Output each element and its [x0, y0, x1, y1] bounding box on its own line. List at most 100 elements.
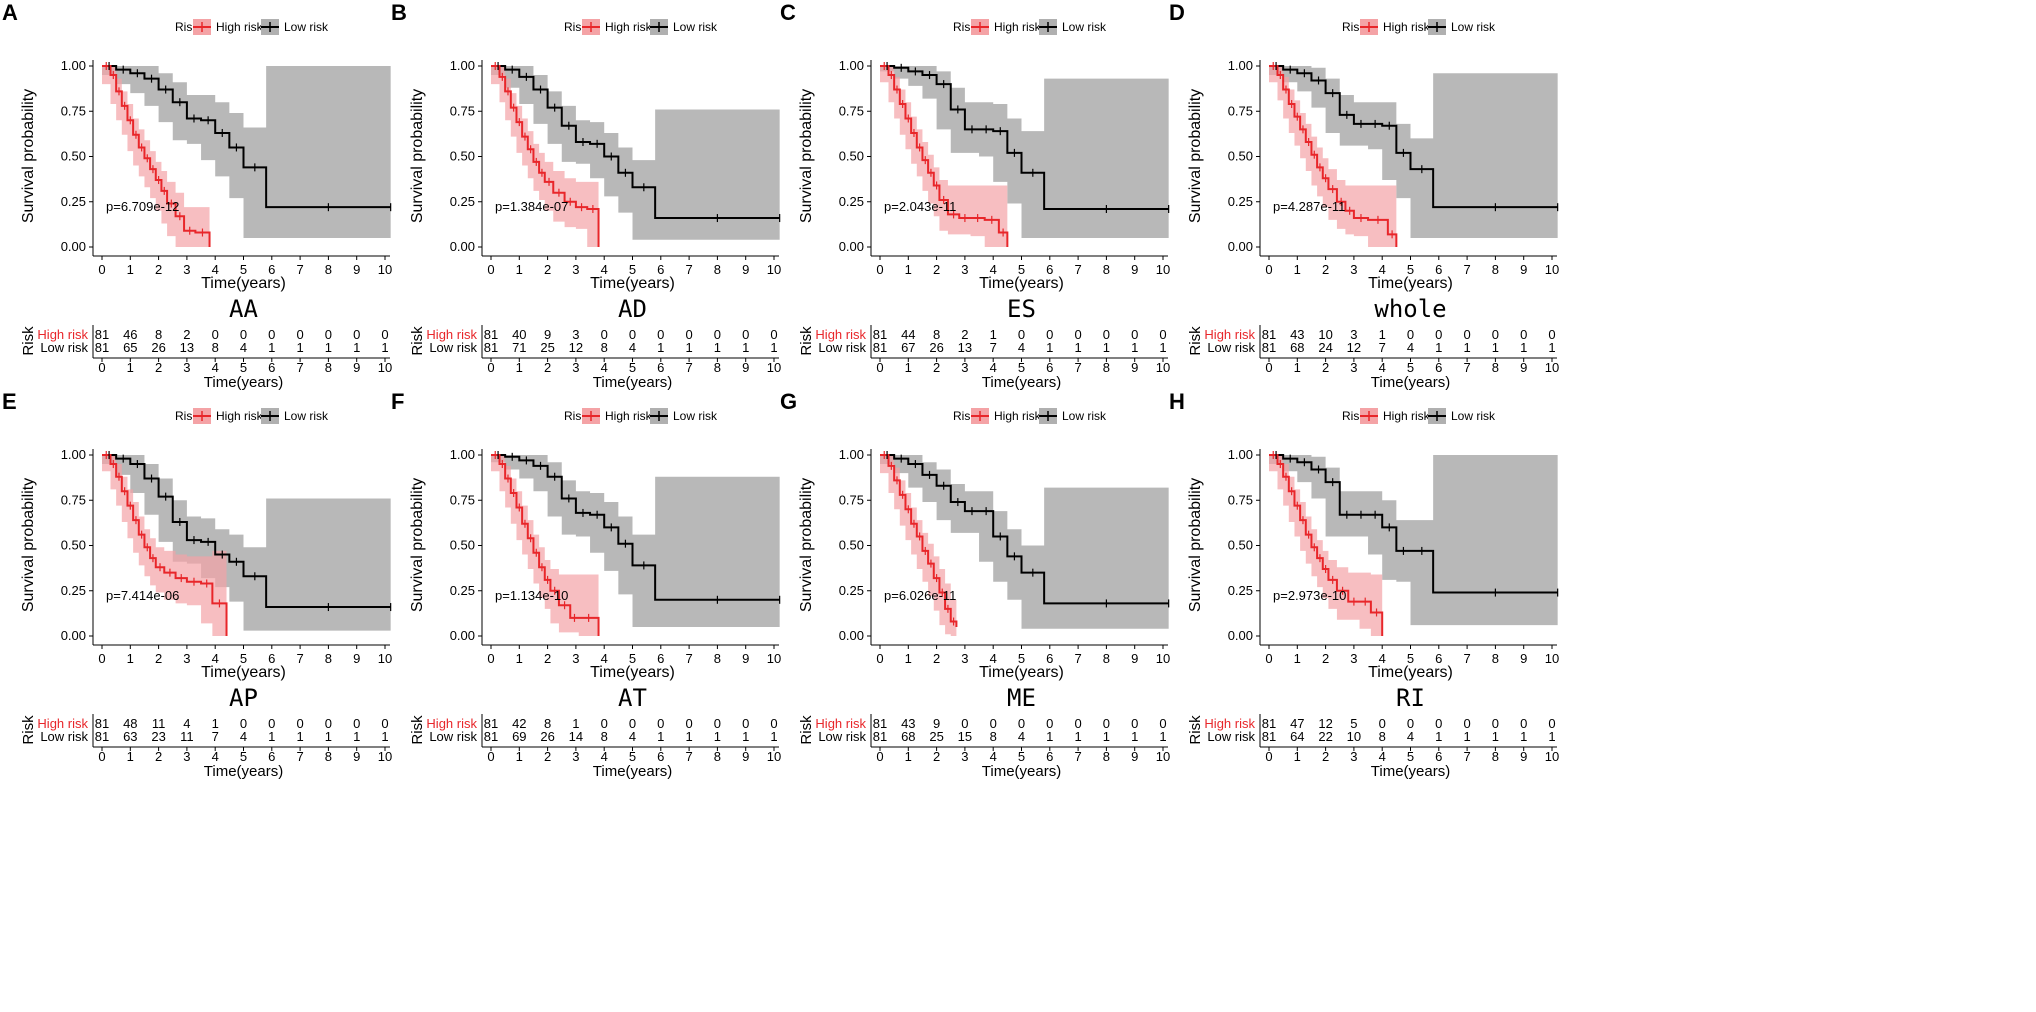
risk-table-x-tick-label: 1: [1294, 749, 1301, 764]
risk-count-high: 81: [95, 716, 109, 731]
y-axis-label: Survival probability: [1187, 478, 1204, 612]
risk-table-x-tick-label: 4: [1379, 360, 1386, 375]
y-tick-label: 0.50: [839, 538, 864, 553]
y-tick-label: 0.50: [839, 149, 864, 164]
risk-count-low: 81: [95, 340, 109, 355]
risk-count-high: 0: [268, 716, 275, 731]
risk-count-low: 1: [268, 729, 275, 744]
x-tick-label: 3: [183, 651, 190, 666]
risk-table-x-tick-label: 9: [353, 360, 360, 375]
risk-count-high: 0: [1159, 327, 1166, 342]
risk-count-low: 1: [742, 340, 749, 355]
risk-table-x-tick-label: 2: [544, 749, 551, 764]
risk-table-x-tick-label: 4: [990, 360, 997, 375]
x-tick-label: 2: [933, 651, 940, 666]
risk-count-high: 8: [155, 327, 162, 342]
risk-count-high: 1: [212, 716, 219, 731]
risk-count-high: 0: [1046, 327, 1053, 342]
x-tick-label: 6: [1046, 651, 1053, 666]
risk-count-high: 0: [1379, 716, 1386, 731]
low-risk-ci-band: [1269, 455, 1558, 626]
x-axis-label: Time(years): [979, 664, 1064, 681]
risk-count-high: 0: [353, 716, 360, 731]
risk-count-low: 1: [325, 340, 332, 355]
legend-low-label: Low risk: [673, 409, 718, 423]
risk-count-low: 1: [714, 340, 721, 355]
risk-count-low: 8: [990, 729, 997, 744]
x-tick-label: 5: [1018, 262, 1025, 277]
x-tick-label: 9: [742, 262, 749, 277]
y-tick-label: 0.25: [61, 583, 86, 598]
risk-count-low: 25: [929, 729, 943, 744]
y-tick-label: 0.00: [450, 628, 475, 643]
x-tick-label: 1: [1294, 651, 1301, 666]
risk-table-x-tick-label: 3: [572, 749, 579, 764]
x-tick-label: 0: [1265, 262, 1272, 277]
risk-count-high: 0: [1548, 327, 1555, 342]
x-tick-label: 1: [1294, 262, 1301, 277]
high-risk-ci-band: [102, 455, 227, 636]
risk-table-x-tick-label: 2: [544, 360, 551, 375]
risk-table-x-tick-label: 6: [657, 360, 664, 375]
x-tick-label: 10: [1545, 651, 1559, 666]
risk-count-high: 0: [1492, 327, 1499, 342]
risk-count-high: 0: [1074, 327, 1081, 342]
x-tick-label: 5: [240, 651, 247, 666]
risk-table-axis-label: Risk: [1187, 715, 1204, 745]
risk-count-high: 81: [1262, 327, 1276, 342]
risk-count-low: 1: [1435, 340, 1442, 355]
low-risk-ci-band: [1269, 66, 1558, 238]
high-risk-ci-band: [1269, 66, 1397, 247]
risk-table-x-tick-label: 1: [127, 360, 134, 375]
high-risk-ci-band: [491, 455, 599, 636]
risk-table-x-tick-label: 4: [212, 360, 219, 375]
y-tick-label: 0.00: [839, 239, 864, 254]
x-tick-label: 3: [1350, 651, 1357, 666]
panel-title: ME: [1007, 684, 1036, 712]
risk-table-axis-label: Risk: [1187, 326, 1204, 356]
risk-count-high: 0: [240, 716, 247, 731]
panel-letter: D: [1169, 0, 1185, 25]
risk-count-low: 26: [929, 340, 943, 355]
risk-table-x-tick-label: 6: [1046, 749, 1053, 764]
high-risk-ci-band: [1269, 455, 1383, 636]
y-tick-label: 0.00: [839, 628, 864, 643]
x-tick-label: 2: [1322, 651, 1329, 666]
y-tick-label: 0.50: [61, 149, 86, 164]
high-risk-ci-band: [880, 455, 957, 636]
risk-count-high: 0: [1407, 327, 1414, 342]
risk-count-low: 1: [742, 729, 749, 744]
risk-count-low: 1: [1463, 729, 1470, 744]
risk-table-x-tick-label: 10: [1545, 749, 1559, 764]
low-risk-ci-band: [491, 66, 780, 240]
risk-table-x-tick-label: 8: [714, 360, 721, 375]
risk-table-x-tick-label: 1: [905, 749, 912, 764]
risk-count-low: 25: [540, 340, 554, 355]
risk-count-high: 42: [512, 716, 526, 731]
x-axis-label: Time(years): [590, 275, 675, 292]
risk-count-low: 1: [1131, 729, 1138, 744]
risk-count-low: 12: [1347, 340, 1361, 355]
risk-count-high: 81: [873, 327, 887, 342]
x-tick-label: 6: [268, 651, 275, 666]
p-value-label: p=1.384e-07: [495, 199, 568, 214]
risk-table-x-tick-label: 10: [1156, 360, 1170, 375]
x-axis-label: Time(years): [979, 275, 1064, 292]
y-axis-label: Survival probability: [20, 478, 37, 612]
x-tick-label: 5: [629, 651, 636, 666]
risk-count-high: 81: [484, 716, 498, 731]
y-tick-label: 1.00: [61, 58, 86, 73]
risk-count-low: 1: [1159, 729, 1166, 744]
x-axis-label: Time(years): [1368, 664, 1453, 681]
x-tick-label: 5: [629, 262, 636, 277]
p-value-label: p=2.973e-10: [1273, 588, 1346, 603]
risk-table-x-tick-label: 8: [1492, 749, 1499, 764]
x-axis-label: Time(years): [201, 664, 286, 681]
risk-count-high: 3: [1350, 327, 1357, 342]
x-tick-label: 2: [155, 651, 162, 666]
risk-table-x-label: Time(years): [982, 374, 1061, 391]
risk-count-high: 1: [990, 327, 997, 342]
y-tick-label: 0.75: [61, 103, 86, 118]
high-risk-curve: [1269, 65, 1398, 247]
